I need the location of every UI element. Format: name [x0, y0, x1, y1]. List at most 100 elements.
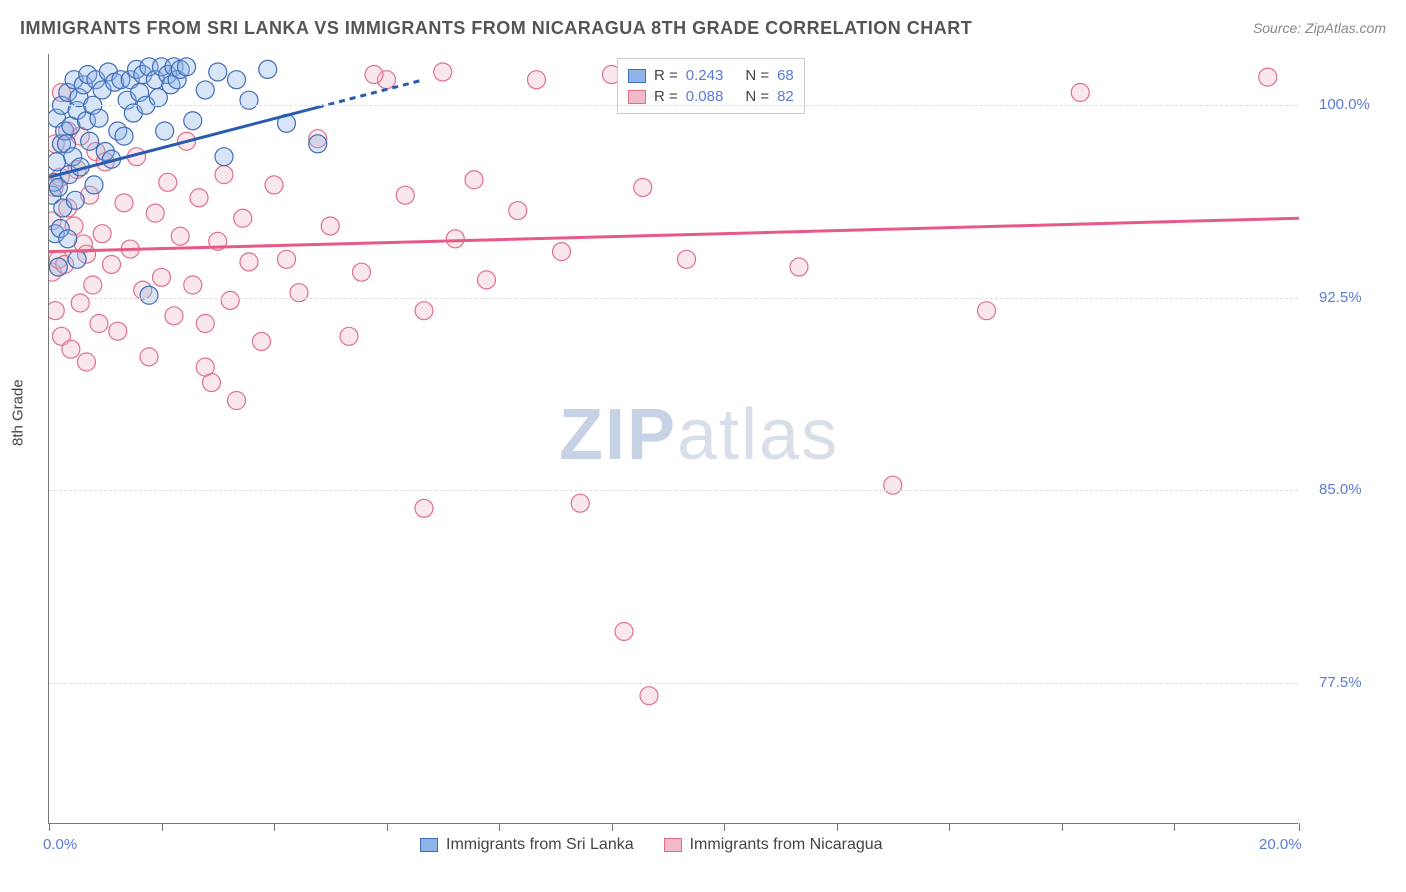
legend-r-label: R = — [654, 67, 678, 84]
data-point — [528, 71, 546, 89]
data-point — [240, 253, 258, 271]
data-point — [90, 109, 108, 127]
data-point — [171, 227, 189, 245]
data-point — [93, 225, 111, 243]
data-point — [115, 194, 133, 212]
data-point — [115, 127, 133, 145]
data-point — [884, 476, 902, 494]
data-point — [90, 315, 108, 333]
data-point — [153, 268, 171, 286]
data-point — [634, 178, 652, 196]
legend-r-value: 0.243 — [686, 67, 724, 84]
legend-item: Immigrants from Sri Lanka — [420, 836, 634, 854]
data-point — [309, 135, 327, 153]
data-point — [146, 204, 164, 222]
legend-r-label: R = — [654, 88, 678, 105]
legend-n-label: N = — [745, 88, 769, 105]
data-point — [85, 176, 103, 194]
x-tick — [949, 823, 950, 831]
data-point — [209, 63, 227, 81]
legend-item: Immigrants from Nicaragua — [664, 836, 883, 854]
data-point — [49, 302, 64, 320]
legend-n-label: N = — [745, 67, 769, 84]
data-point — [465, 171, 483, 189]
data-point — [165, 307, 183, 325]
data-point — [1071, 84, 1089, 102]
y-tick-label: 92.5% — [1319, 289, 1362, 306]
data-point — [184, 112, 202, 130]
data-point — [184, 276, 202, 294]
y-tick-label: 77.5% — [1319, 674, 1362, 691]
data-point — [78, 353, 96, 371]
grid-line — [49, 298, 1298, 299]
x-tick — [1062, 823, 1063, 831]
grid-line — [49, 490, 1298, 491]
data-point — [190, 189, 208, 207]
data-point — [84, 276, 102, 294]
chart-svg — [49, 54, 1299, 824]
data-point — [140, 348, 158, 366]
data-point — [434, 63, 452, 81]
data-point — [159, 173, 177, 191]
data-point — [365, 66, 383, 84]
data-point — [196, 81, 214, 99]
data-point — [240, 91, 258, 109]
data-point — [140, 286, 158, 304]
grid-line — [49, 105, 1298, 106]
data-point — [66, 191, 84, 209]
x-tick — [1174, 823, 1175, 831]
data-point — [234, 209, 252, 227]
y-tick-label: 85.0% — [1319, 481, 1362, 498]
legend-swatch — [420, 838, 438, 852]
chart-title: IMMIGRANTS FROM SRI LANKA VS IMMIGRANTS … — [20, 18, 972, 39]
data-point — [321, 217, 339, 235]
series-legend: Immigrants from Sri Lanka Immigrants from… — [420, 836, 883, 854]
data-point — [215, 166, 233, 184]
y-tick-label: 100.0% — [1319, 96, 1370, 113]
data-point — [446, 230, 464, 248]
data-point — [62, 340, 80, 358]
x-tick — [837, 823, 838, 831]
legend-swatch — [628, 69, 646, 83]
data-point — [1259, 68, 1277, 86]
data-point — [196, 315, 214, 333]
data-point — [196, 358, 214, 376]
y-axis-label: 8th Grade — [10, 379, 27, 446]
data-point — [59, 230, 77, 248]
data-point — [790, 258, 808, 276]
grid-line — [49, 683, 1298, 684]
data-point — [228, 392, 246, 410]
x-tick — [162, 823, 163, 831]
data-point — [640, 687, 658, 705]
data-point — [415, 499, 433, 517]
data-point — [103, 255, 121, 273]
data-point — [396, 186, 414, 204]
data-point — [571, 494, 589, 512]
legend-row: R = 0.088N = 82 — [628, 86, 794, 107]
data-point — [353, 263, 371, 281]
data-point — [553, 243, 571, 261]
data-point — [340, 327, 358, 345]
data-point — [290, 284, 308, 302]
data-point — [68, 250, 86, 268]
data-point — [478, 271, 496, 289]
x-tick — [274, 823, 275, 831]
data-point — [278, 250, 296, 268]
data-point — [509, 202, 527, 220]
data-point — [415, 302, 433, 320]
data-point — [49, 258, 67, 276]
data-point — [221, 291, 239, 309]
data-point — [253, 332, 271, 350]
data-point — [109, 322, 127, 340]
data-point — [215, 148, 233, 166]
x-tick — [612, 823, 613, 831]
x-tick — [49, 823, 50, 831]
data-point — [71, 294, 89, 312]
trend-line-extrapolated — [318, 80, 424, 108]
legend-series-name: Immigrants from Sri Lanka — [446, 836, 634, 854]
legend-n-value: 82 — [777, 88, 794, 105]
x-tick — [499, 823, 500, 831]
x-tick — [1299, 823, 1300, 831]
legend-n-value: 68 — [777, 67, 794, 84]
data-point — [265, 176, 283, 194]
